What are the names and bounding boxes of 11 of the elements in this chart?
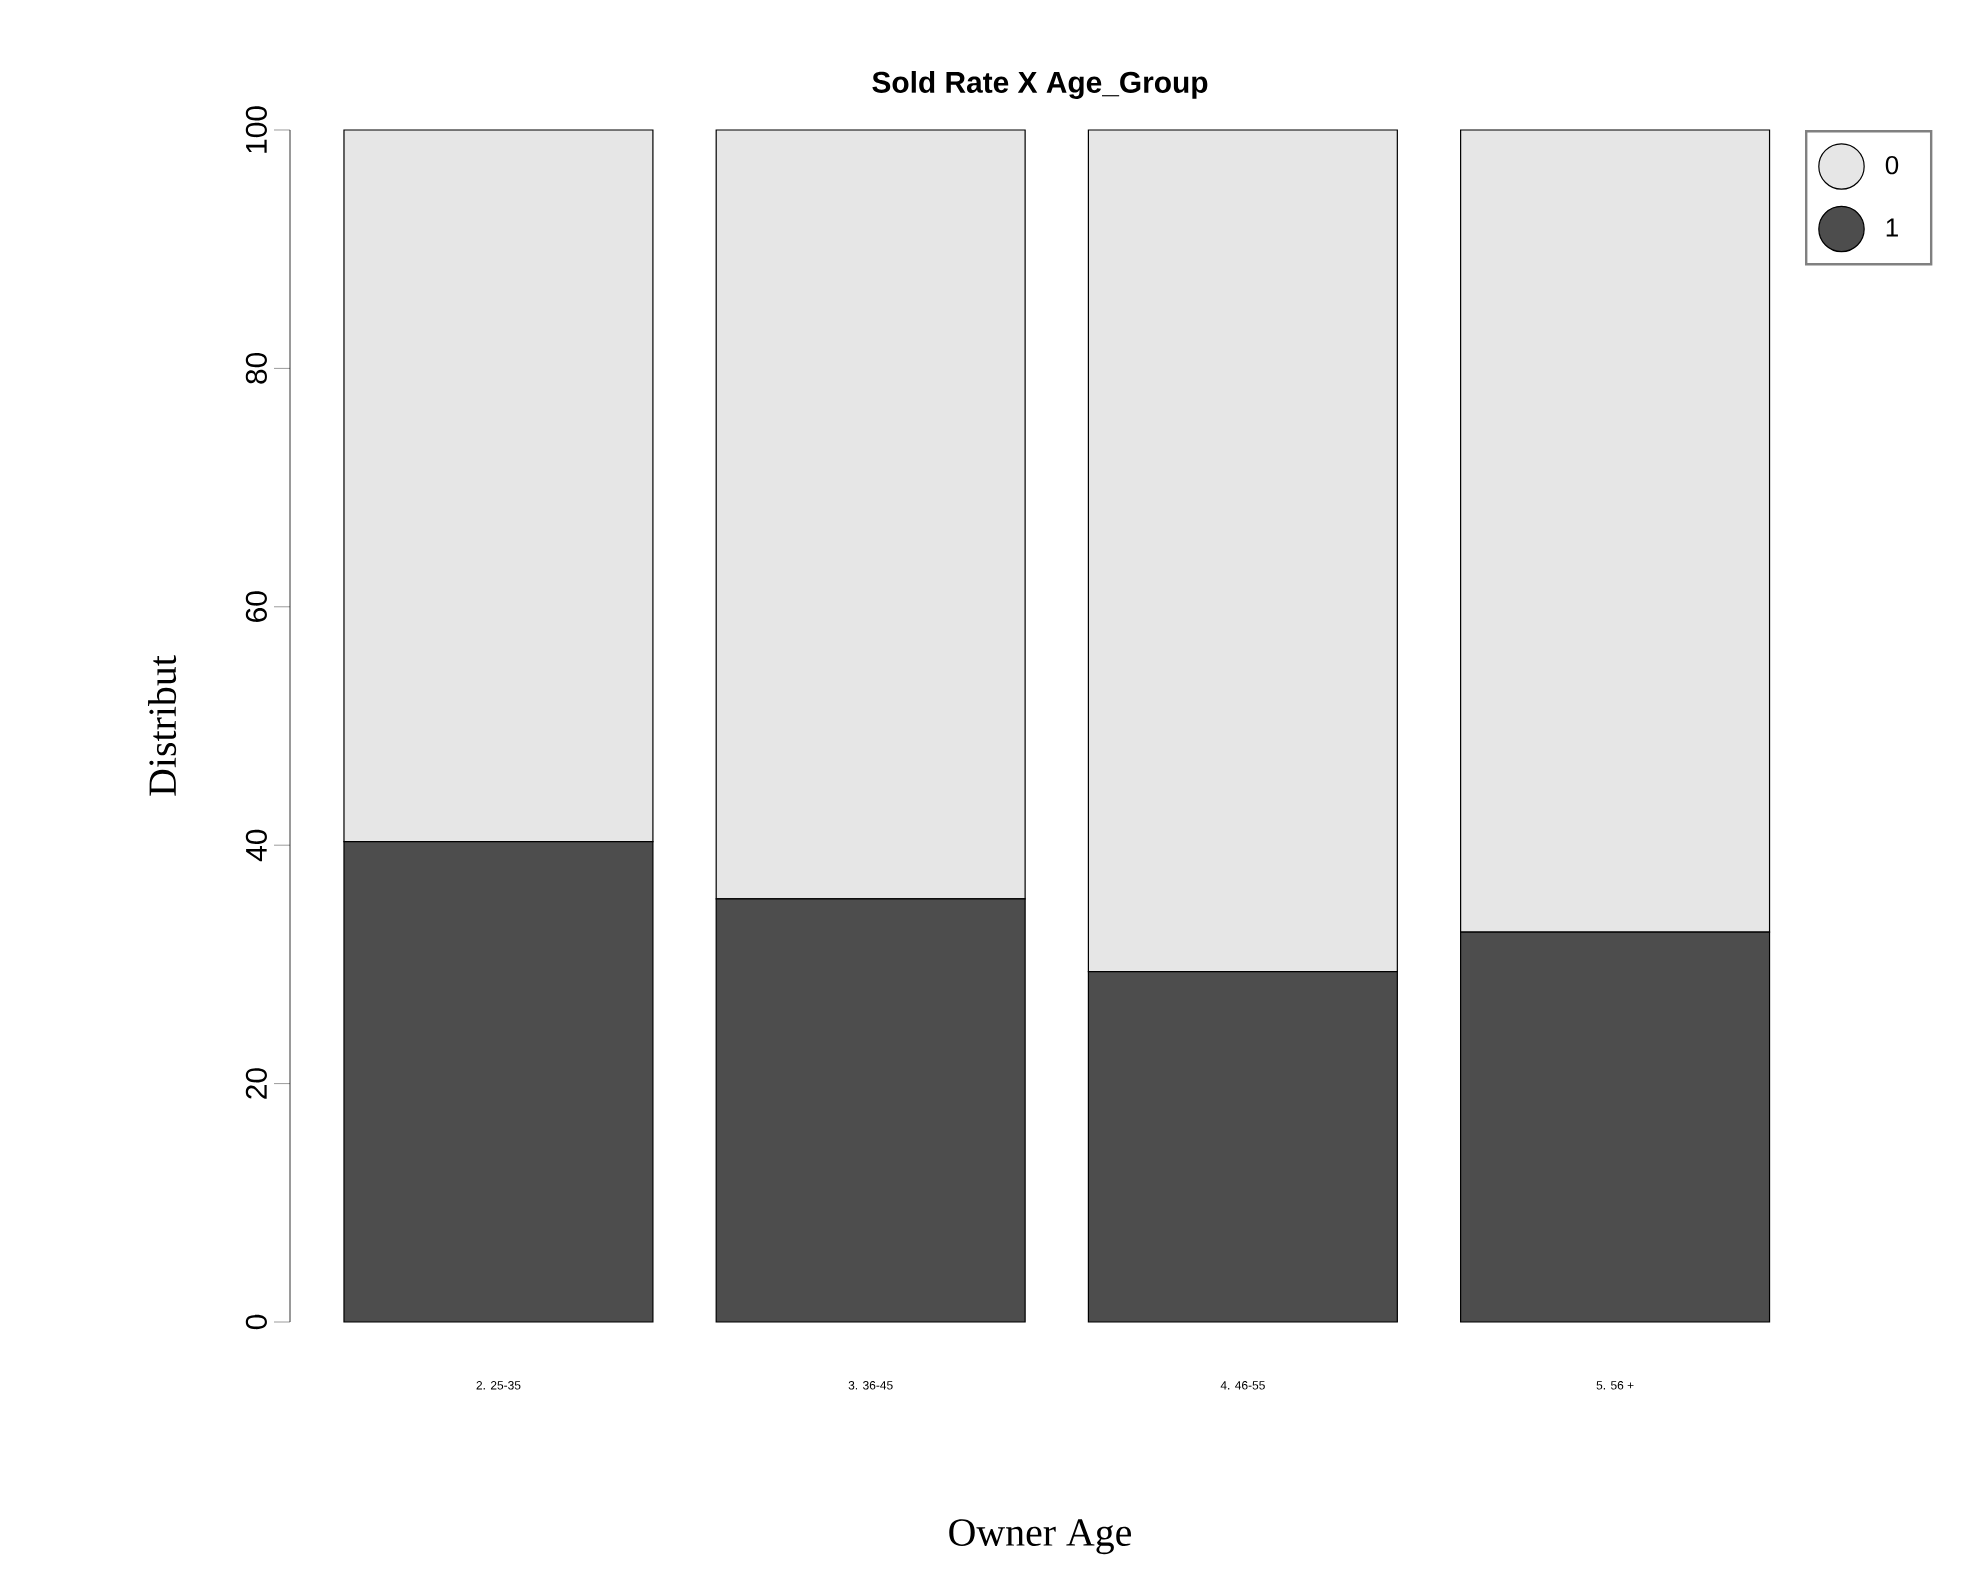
- chart-title: Sold Rate X Age_Group: [872, 71, 1208, 99]
- y-tick-label: 60: [245, 591, 267, 622]
- legend-label: 0: [1885, 155, 1899, 175]
- x-axis-title: Owner Age: [949, 1519, 1131, 1555]
- legend-label: 1: [1886, 218, 1898, 237]
- y-tick-label: 80: [245, 352, 267, 384]
- y-tick-label: 0: [245, 1314, 267, 1330]
- y-tick-label: 40: [245, 829, 267, 862]
- y-tick-label: 100: [245, 106, 267, 153]
- y-axis-title: Distribut: [148, 655, 177, 796]
- y-tick-label: 20: [245, 1068, 267, 1099]
